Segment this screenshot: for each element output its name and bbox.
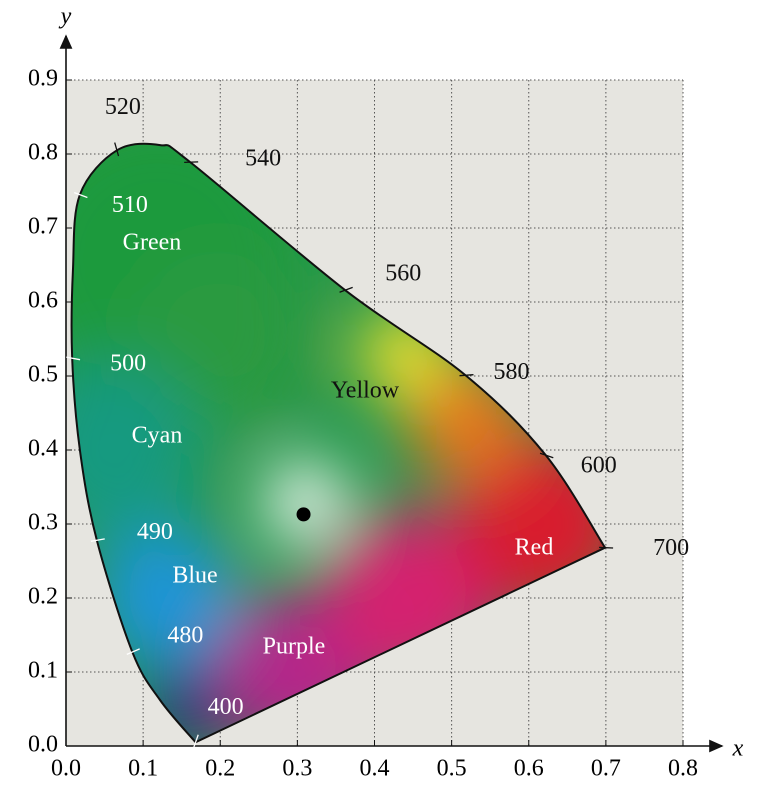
- y-tick-label: 0.8: [28, 140, 58, 166]
- x-tick-label: 0.0: [51, 756, 81, 782]
- x-tick-label: 0.3: [282, 756, 312, 782]
- region-label: Cyan: [132, 423, 183, 449]
- white-point: [296, 507, 311, 522]
- region-label: Purple: [263, 634, 326, 660]
- spectral-locus: [70, 142, 607, 744]
- wavelength-tick: [126, 648, 140, 655]
- x-tick-label: 0.2: [205, 756, 235, 782]
- x-axis-label: x: [732, 736, 744, 762]
- x-tick-label: 0.7: [591, 756, 621, 782]
- y-tick-label: 0.7: [28, 214, 58, 240]
- y-tick-label: 0.0: [28, 732, 58, 758]
- wavelength-label: 580: [494, 359, 530, 385]
- wavelength-label: 600: [581, 453, 617, 479]
- x-tick-label: 0.4: [360, 756, 390, 782]
- x-tick-label: 0.5: [437, 756, 467, 782]
- wavelength-label: 700: [653, 535, 689, 561]
- wavelength-label: 560: [385, 261, 421, 287]
- wavelength-label: 510: [112, 192, 148, 218]
- x-tick-label: 0.6: [514, 756, 544, 782]
- y-tick-label: 0.6: [28, 288, 58, 314]
- wavelength-tick: [599, 546, 614, 549]
- wavelength-tick: [539, 452, 554, 459]
- wavelength-tick: [192, 734, 199, 749]
- y-tick-label: 0.4: [28, 436, 58, 462]
- region-label: Yellow: [331, 378, 400, 404]
- region-label: Blue: [172, 563, 217, 589]
- wavelength-label: 500: [110, 351, 146, 377]
- wavelength-label: 540: [245, 146, 281, 172]
- wavelength-tick: [90, 538, 105, 542]
- y-tick-label: 0.3: [28, 510, 58, 536]
- wavelength-tick: [184, 161, 199, 164]
- wavelength-tick: [339, 286, 353, 293]
- region-label: Green: [123, 230, 182, 256]
- wavelength-tick: [74, 191, 88, 199]
- wavelength-tick: [66, 356, 81, 361]
- y-tick-label: 0.2: [28, 584, 58, 610]
- wavelength-label: 400: [208, 694, 244, 720]
- y-axis-label: y: [59, 4, 72, 30]
- y-tick-label: 0.1: [28, 658, 58, 684]
- wavelength-label: 520: [105, 94, 141, 120]
- x-tick-label: 0.8: [668, 756, 698, 782]
- x-tick-label: 0.1: [128, 756, 158, 782]
- wavelength-label: 490: [137, 519, 173, 545]
- wavelength-label: 480: [167, 623, 203, 649]
- y-tick-label: 0.9: [28, 66, 58, 92]
- y-tick-label: 0.5: [28, 362, 58, 388]
- region-label: Red: [515, 535, 554, 561]
- wavelength-tick: [459, 374, 474, 377]
- wavelength-tick: [114, 142, 120, 157]
